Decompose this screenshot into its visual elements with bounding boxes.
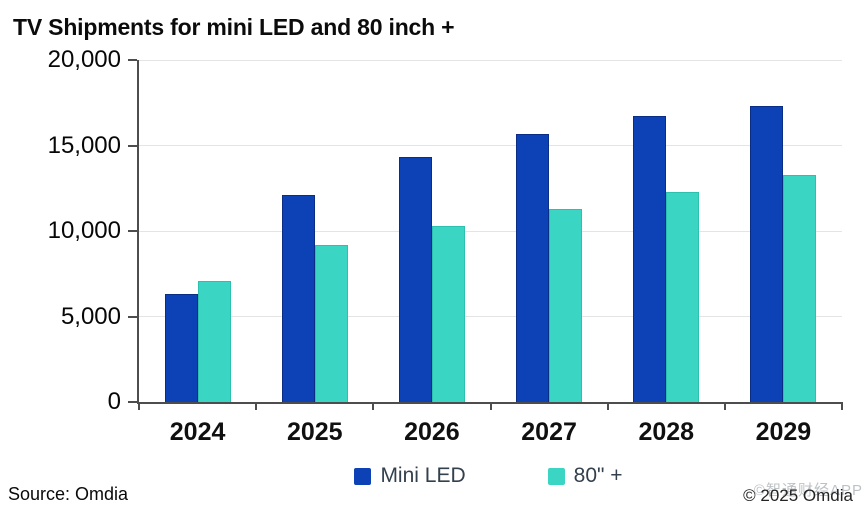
- y-axis-label-10000: 10,000: [47, 217, 121, 244]
- legend-swatch-80-icon: [547, 467, 565, 485]
- legend-item-80: 80" +: [547, 464, 623, 488]
- x-axis-tick-4: [606, 402, 609, 410]
- x-axis-label-2029: 2029: [755, 418, 812, 446]
- bar-80-2028: [666, 191, 700, 402]
- gridline-10000: [139, 230, 842, 232]
- x-axis-label-2028: 2028: [638, 418, 695, 446]
- x-axis-tick-0: [138, 402, 140, 410]
- x-axis-tick-5: [723, 402, 726, 410]
- bar-mini-led-2029: [750, 106, 784, 402]
- y-axis-tick-5000: [128, 315, 137, 318]
- bar-mini-led-2025: [281, 195, 315, 402]
- legend-item-mini-led: Mini LED: [354, 464, 466, 488]
- legend-label-80: 80" +: [573, 464, 623, 487]
- legend-label-mini-led: Mini LED: [380, 464, 466, 487]
- source-text: Source: Omdia: [8, 484, 129, 504]
- gridline-15000: [139, 145, 842, 146]
- copyright-text: © 2025 Omdia: [743, 486, 853, 505]
- x-axis-tick-2: [372, 402, 375, 410]
- x-axis-tick-1: [255, 402, 258, 410]
- bar-80-2029: [783, 174, 817, 402]
- y-axis-tick-20000: [128, 59, 137, 61]
- bar-80-2025: [314, 244, 348, 402]
- bar-80-2024: [197, 280, 231, 402]
- x-axis-tick-3: [489, 402, 492, 410]
- y-axis-label-20000: 20,000: [47, 46, 121, 73]
- bar-mini-led-2027: [516, 133, 550, 402]
- x-axis-tick-6: [841, 402, 843, 410]
- x-axis-label-2026: 2026: [404, 418, 460, 446]
- y-axis-tick-0: [128, 401, 137, 403]
- gridline-20000: [139, 59, 842, 61]
- x-axis-label-2025: 2025: [286, 418, 343, 446]
- bar-mini-led-2028: [633, 116, 667, 402]
- legend: Mini LED 80" +: [137, 464, 840, 488]
- x-axis-label-2024: 2024: [169, 418, 226, 446]
- y-axis-labels: 0 5,000 10,000 15,000 20,000: [0, 0, 121, 511]
- x-axis-label-2027: 2027: [521, 418, 577, 446]
- y-axis-tick-15000: [128, 144, 137, 147]
- bar-mini-led-2026: [398, 157, 432, 402]
- gridline-5000: [139, 316, 842, 317]
- chart-title: TV Shipments for mini LED and 80 inch +: [13, 14, 455, 40]
- legend-swatch-mini-led-icon: [354, 467, 372, 485]
- watermark-text: ©智通财经APP: [753, 482, 863, 499]
- plot-area: 2024 2025 2026 2027 2028 2029: [128, 59, 843, 446]
- y-axis-label-5000: 5,000: [60, 302, 121, 330]
- y-axis-tick-10000: [128, 230, 137, 232]
- bar-80-2026: [431, 225, 465, 402]
- bar-80-2027: [549, 208, 583, 402]
- y-axis-label-15000: 15,000: [47, 131, 121, 159]
- bar-mini-led-2024: [164, 294, 198, 402]
- y-axis-label-0: 0: [107, 388, 121, 415]
